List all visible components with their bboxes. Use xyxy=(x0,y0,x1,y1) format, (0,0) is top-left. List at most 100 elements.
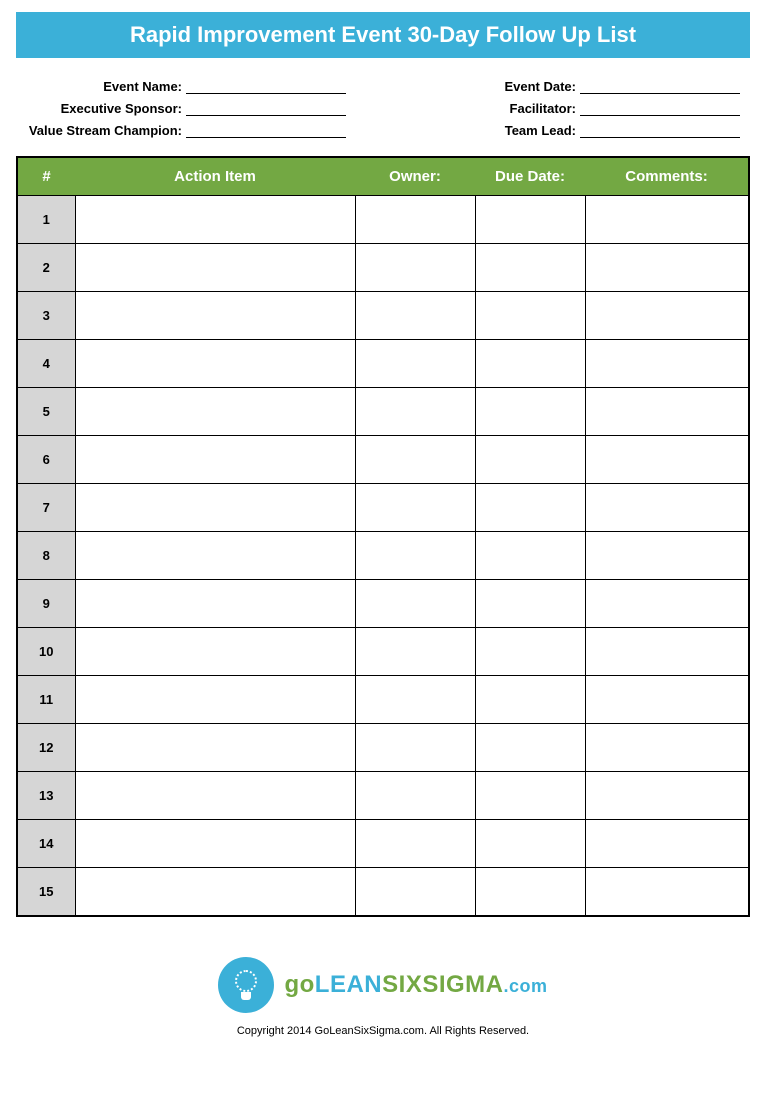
meta-input-line[interactable] xyxy=(186,122,346,138)
action-item-cell[interactable] xyxy=(75,724,355,772)
row-number-cell: 6 xyxy=(17,436,75,484)
table-row: 1 xyxy=(17,196,749,244)
comments-cell[interactable] xyxy=(585,676,749,724)
due-date-cell[interactable] xyxy=(475,388,585,436)
comments-cell[interactable] xyxy=(585,484,749,532)
due-date-cell[interactable] xyxy=(475,628,585,676)
logo-go: go xyxy=(284,971,314,998)
table-row: 15 xyxy=(17,868,749,916)
action-item-cell[interactable] xyxy=(75,340,355,388)
owner-cell[interactable] xyxy=(355,580,475,628)
due-date-cell[interactable] xyxy=(475,580,585,628)
comments-cell[interactable] xyxy=(585,244,749,292)
due-date-cell[interactable] xyxy=(475,772,585,820)
footer: goLEANSIXSIGMA.com Copyright 2014 GoLean… xyxy=(16,957,750,1037)
due-date-cell[interactable] xyxy=(475,676,585,724)
row-number-cell: 3 xyxy=(17,292,75,340)
table-row: 14 xyxy=(17,820,749,868)
action-item-cell[interactable] xyxy=(75,532,355,580)
owner-cell[interactable] xyxy=(355,388,475,436)
owner-cell[interactable] xyxy=(355,628,475,676)
action-item-cell[interactable] xyxy=(75,868,355,916)
row-number-cell: 8 xyxy=(17,532,75,580)
owner-cell[interactable] xyxy=(355,244,475,292)
row-number-cell: 11 xyxy=(17,676,75,724)
action-item-cell[interactable] xyxy=(75,244,355,292)
due-date-cell[interactable] xyxy=(475,244,585,292)
owner-cell[interactable] xyxy=(355,340,475,388)
meta-input-line[interactable] xyxy=(580,100,740,116)
owner-cell[interactable] xyxy=(355,868,475,916)
meta-section: Event Name: Executive Sponsor: Value Str… xyxy=(16,78,750,156)
due-date-cell[interactable] xyxy=(475,868,585,916)
owner-cell[interactable] xyxy=(355,676,475,724)
owner-cell[interactable] xyxy=(355,484,475,532)
comments-cell[interactable] xyxy=(585,532,749,580)
comments-cell[interactable] xyxy=(585,820,749,868)
action-item-cell[interactable] xyxy=(75,580,355,628)
comments-cell[interactable] xyxy=(585,388,749,436)
lightbulb-icon xyxy=(218,957,274,1013)
due-date-cell[interactable] xyxy=(475,484,585,532)
meta-input-line[interactable] xyxy=(580,78,740,94)
owner-cell[interactable] xyxy=(355,292,475,340)
row-number-cell: 12 xyxy=(17,724,75,772)
comments-cell[interactable] xyxy=(585,724,749,772)
action-item-cell[interactable] xyxy=(75,292,355,340)
owner-cell[interactable] xyxy=(355,436,475,484)
due-date-cell[interactable] xyxy=(475,532,585,580)
owner-cell[interactable] xyxy=(355,820,475,868)
meta-label: Value Stream Champion: xyxy=(26,123,186,138)
table-row: 6 xyxy=(17,436,749,484)
due-date-cell[interactable] xyxy=(475,436,585,484)
comments-cell[interactable] xyxy=(585,628,749,676)
action-item-cell[interactable] xyxy=(75,628,355,676)
comments-cell[interactable] xyxy=(585,292,749,340)
owner-cell[interactable] xyxy=(355,724,475,772)
due-date-cell[interactable] xyxy=(475,724,585,772)
meta-label: Facilitator: xyxy=(480,101,580,116)
row-number-cell: 1 xyxy=(17,196,75,244)
table-row: 8 xyxy=(17,532,749,580)
due-date-cell[interactable] xyxy=(475,292,585,340)
owner-cell[interactable] xyxy=(355,772,475,820)
action-item-cell[interactable] xyxy=(75,388,355,436)
action-item-cell[interactable] xyxy=(75,676,355,724)
meta-field-facilitator: Facilitator: xyxy=(480,100,740,116)
meta-label: Team Lead: xyxy=(480,123,580,138)
table-row: 7 xyxy=(17,484,749,532)
action-item-cell[interactable] xyxy=(75,820,355,868)
meta-input-line[interactable] xyxy=(186,78,346,94)
meta-input-line[interactable] xyxy=(580,122,740,138)
meta-field-value-stream-champion: Value Stream Champion: xyxy=(26,122,346,138)
owner-cell[interactable] xyxy=(355,196,475,244)
owner-cell[interactable] xyxy=(355,532,475,580)
comments-cell[interactable] xyxy=(585,868,749,916)
comments-cell[interactable] xyxy=(585,772,749,820)
row-number-cell: 10 xyxy=(17,628,75,676)
meta-field-executive-sponsor: Executive Sponsor: xyxy=(26,100,346,116)
meta-field-team-lead: Team Lead: xyxy=(480,122,740,138)
action-items-table: # Action Item Owner: Due Date: Comments:… xyxy=(16,156,750,917)
row-number-cell: 2 xyxy=(17,244,75,292)
due-date-cell[interactable] xyxy=(475,820,585,868)
comments-cell[interactable] xyxy=(585,436,749,484)
action-item-cell[interactable] xyxy=(75,484,355,532)
row-number-cell: 9 xyxy=(17,580,75,628)
comments-cell[interactable] xyxy=(585,340,749,388)
table-row: 3 xyxy=(17,292,749,340)
meta-input-line[interactable] xyxy=(186,100,346,116)
action-item-cell[interactable] xyxy=(75,196,355,244)
row-number-cell: 5 xyxy=(17,388,75,436)
comments-cell[interactable] xyxy=(585,580,749,628)
meta-field-event-date: Event Date: xyxy=(480,78,740,94)
logo-sixsigma: SIXSIGMA xyxy=(382,971,503,998)
due-date-cell[interactable] xyxy=(475,196,585,244)
col-header-action-item: Action Item xyxy=(75,157,355,196)
page-title: Rapid Improvement Event 30-Day Follow Up… xyxy=(16,12,750,58)
due-date-cell[interactable] xyxy=(475,340,585,388)
table-body: 123456789101112131415 xyxy=(17,196,749,916)
action-item-cell[interactable] xyxy=(75,772,355,820)
comments-cell[interactable] xyxy=(585,196,749,244)
action-item-cell[interactable] xyxy=(75,436,355,484)
